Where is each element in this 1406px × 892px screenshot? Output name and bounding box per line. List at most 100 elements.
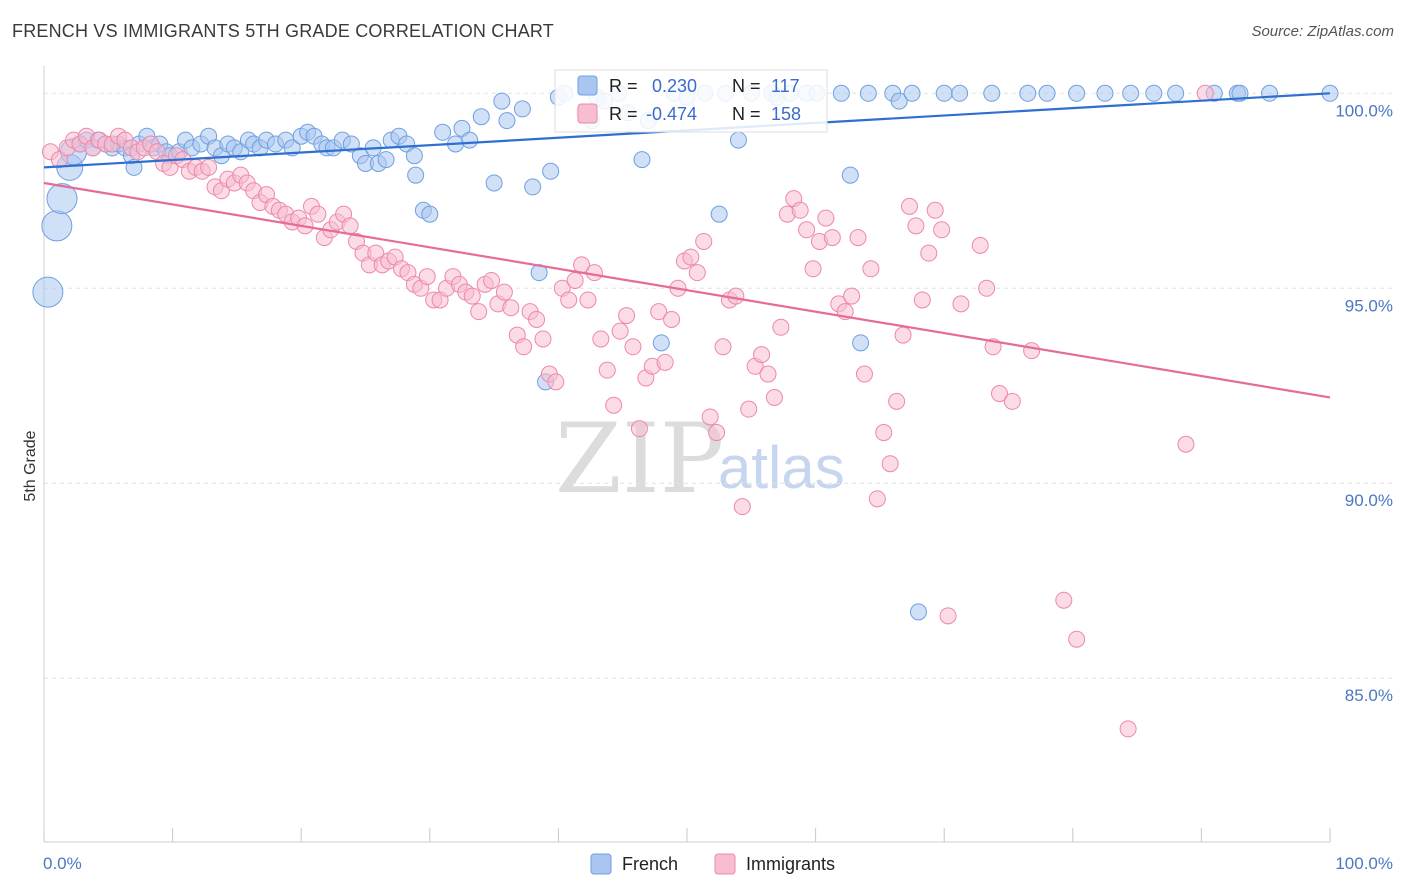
immigrants-trend-line [43,181,1331,399]
immigrants-point [862,260,880,278]
french-point [513,100,531,118]
french-point [32,276,64,308]
french-point [453,119,471,137]
immigrants-point [740,400,758,418]
immigrants-point [1068,630,1086,648]
chart-title: FRENCH VS IMMIGRANTS 5TH GRADE CORRELATI… [12,21,554,41]
french-point [524,178,542,196]
french-point [434,123,452,141]
stats-r-label-immigrants: R = [609,104,638,124]
immigrants-point [656,353,674,371]
immigrants-point [560,291,578,309]
immigrants-point [618,307,636,325]
french-point [407,166,425,184]
immigrants-point [611,322,629,340]
immigrants-point [900,197,918,215]
y-tick-labels: 100.0% 95.0% 90.0% 85.0% [1335,101,1393,705]
legend-swatch-french [590,853,612,875]
french-point [1261,84,1279,102]
x-tick-label-max: 100.0% [1335,854,1393,873]
y-tick-label: 90.0% [1345,491,1393,510]
legend: French Immigrants [590,853,835,875]
immigrants-point [579,291,597,309]
immigrants-point [309,205,327,223]
french-point [342,135,360,153]
immigrants-point [592,330,610,348]
immigrants-point [759,365,777,383]
french-point [852,334,870,352]
stats-swatch-immigrants [577,103,598,124]
french-point [890,92,908,110]
immigrants-point [913,291,931,309]
french-point [41,210,73,242]
french-point [405,147,423,165]
stats-n-label-immigrants: N = [732,104,761,124]
immigrants-point [341,217,359,235]
stats-swatch-french [577,75,598,96]
french-point [903,84,921,102]
french-point [951,84,969,102]
watermark-atlas: atlas [718,434,845,501]
french-point [1019,84,1037,102]
trend-lines [43,92,1331,399]
stats-box: R = 0.230 N = 117 R = -0.474 N = 158 [554,69,828,133]
immigrants-point [765,388,783,406]
immigrants-point [920,244,938,262]
french-point [461,131,479,149]
source-credit: Source: ZipAtlas.com [1251,23,1394,40]
stats-r-value-immigrants: -0.474 [646,104,697,124]
immigrants-point [907,217,925,235]
immigrants-point [470,303,488,321]
immigrants-point [695,232,713,250]
immigrants-point [598,361,616,379]
french-point [1096,84,1114,102]
french-point [841,166,859,184]
immigrants-point [753,346,771,364]
immigrants-point [605,396,623,414]
immigrants-point [843,287,861,305]
immigrants-point [849,229,867,247]
immigrants-point [894,326,912,344]
french-point [377,151,395,169]
immigrants-point [1177,435,1195,453]
french-point [729,131,747,149]
legend-label-french: French [622,854,678,874]
immigrants-point [585,264,603,282]
immigrants-point [875,424,893,442]
immigrants-point [772,318,790,336]
french-point [498,112,516,130]
french-point [909,603,927,621]
y-tick-label: 100.0% [1335,101,1393,120]
immigrants-point [688,264,706,282]
immigrants-point [495,283,513,301]
immigrants-point [630,420,648,438]
immigrants-point [817,209,835,227]
immigrants-point [528,310,546,328]
french-points [32,84,1339,621]
immigrants-point [952,295,970,313]
stats-n-value-immigrants: 158 [771,104,801,124]
immigrants-point [624,338,642,356]
immigrants-point [881,455,899,473]
immigrants-point [733,498,751,516]
immigrants-point [939,607,957,625]
immigrants-point [502,299,520,317]
immigrants-point [708,424,726,442]
french-point [398,135,416,153]
immigrants-point [663,310,681,328]
x-tick-label-min: 0.0% [43,854,82,873]
legend-label-immigrants: Immigrants [746,854,835,874]
immigrants-point [1196,84,1214,102]
french-point [1145,84,1163,102]
immigrants-point [855,365,873,383]
immigrants-point [534,330,552,348]
axes [43,66,1331,843]
stats-n-value-french: 117 [771,76,800,96]
y-tick-label: 85.0% [1345,686,1393,705]
immigrants-point [515,338,533,356]
stats-n-label-french: N = [732,76,761,96]
immigrants-point [868,490,886,508]
french-point [542,162,560,180]
immigrants-point [990,385,1008,403]
